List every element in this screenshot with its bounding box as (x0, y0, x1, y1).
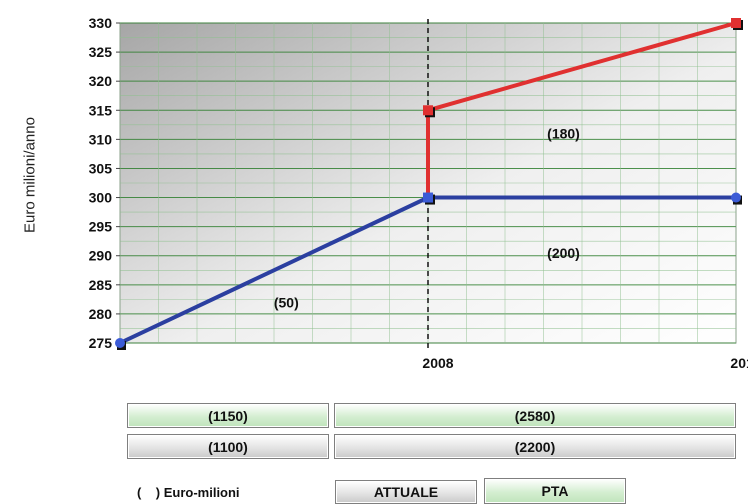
y-tick-label: 295 (89, 219, 113, 235)
y-tick-label: 300 (89, 190, 113, 206)
unit-legend: ( ) Euro-milioni (137, 485, 240, 500)
attuale-total-period-2: (2200) (334, 434, 736, 459)
attuale-total-period-1: (1100) (127, 434, 329, 459)
y-tick-label: 320 (89, 73, 113, 89)
y-tick-label: 310 (89, 131, 113, 147)
y-tick-label: 330 (89, 15, 113, 31)
series-1-marker (423, 105, 433, 116)
chart: 275 280 285 290 295 300 305 310 315 320 325 330 200… (89, 15, 748, 371)
annotation-label: (50) (274, 294, 299, 310)
x-tick-labels: 2008 2016 (422, 355, 748, 371)
annotations: (180) (200) (50) (274, 126, 580, 311)
y-tick-label: 275 (89, 335, 113, 351)
markers (115, 18, 743, 350)
pta-total-period-2: (2580) (334, 403, 736, 428)
legend-pta: PTA (484, 478, 626, 504)
series-2-marker (731, 192, 741, 203)
y-tick-label: 315 (89, 102, 113, 118)
y-tick-label: 325 (89, 44, 113, 60)
y-axis-label: Euro milioni/anno (21, 117, 39, 233)
pta-total-period-1: (1150) (127, 403, 329, 428)
annotation-label: (200) (547, 245, 580, 261)
x-tick-label: 2008 (422, 355, 453, 371)
y-tick-label: 285 (89, 277, 113, 293)
y-tick-label: 290 (89, 248, 113, 264)
y-tick-labels: 275 280 285 290 295 300 305 310 315 320 325 330 (89, 15, 120, 351)
annotation-label: (180) (547, 126, 580, 142)
y-tick-label: 280 (89, 306, 113, 322)
series-1-marker (731, 18, 741, 28)
legend-attuale: ATTUALE (335, 480, 477, 504)
series-2-marker (423, 192, 433, 203)
x-tick-label: 2016 (730, 355, 748, 371)
y-tick-label: 305 (89, 160, 113, 176)
series-2-marker (115, 338, 125, 348)
